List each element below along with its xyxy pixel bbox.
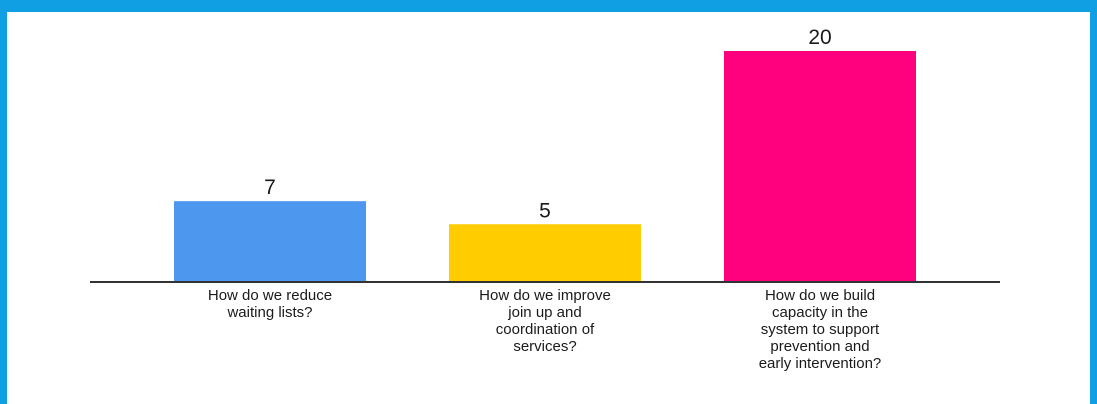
category-labels-group: How do we reduce waiting lists?How do we … bbox=[208, 287, 881, 372]
category-label-line: How do we reduce bbox=[208, 287, 332, 304]
category-label-line: prevention and bbox=[770, 338, 869, 355]
value-label-2: 5 bbox=[539, 199, 551, 222]
value-label-1: 7 bbox=[264, 176, 276, 199]
category-label-line: How do we improve bbox=[479, 287, 611, 304]
category-label-line: capacity in the bbox=[772, 304, 868, 321]
bar-1 bbox=[174, 201, 366, 282]
category-label-line: system to support bbox=[761, 321, 880, 338]
category-label-line: join up and bbox=[507, 304, 581, 321]
value-labels-group: 7 5 20 bbox=[264, 26, 832, 222]
bars-group bbox=[174, 51, 916, 282]
category-label-1: How do we reduce waiting lists? bbox=[208, 287, 332, 321]
bar-3 bbox=[724, 51, 916, 282]
category-label-line: early intervention? bbox=[759, 355, 882, 372]
category-label-line: coordination of bbox=[496, 321, 595, 338]
category-label-line: How do we build bbox=[765, 287, 875, 304]
category-label-3: How do we build capacity in the system to … bbox=[759, 287, 882, 372]
category-label-2: How do we improve join up and coordination… bbox=[479, 287, 611, 355]
category-label-line: waiting lists? bbox=[226, 304, 312, 321]
value-label-3: 20 bbox=[808, 26, 831, 49]
bar-2 bbox=[449, 224, 641, 282]
category-label-line: services? bbox=[513, 338, 576, 355]
